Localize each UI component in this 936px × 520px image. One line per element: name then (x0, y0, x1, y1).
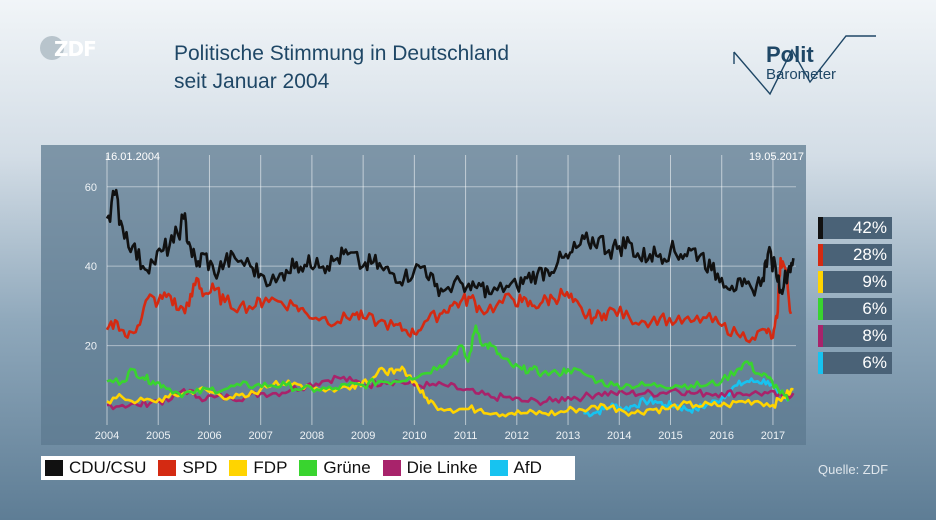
current-value-label: 8% (862, 326, 887, 345)
current-value-label: 9% (862, 272, 887, 291)
zdf-logo: ZDF (40, 36, 102, 61)
legend-item-spd: SPD (158, 458, 217, 478)
title-line-2: seit Januar 2004 (174, 70, 330, 93)
current-value-swatch (818, 352, 823, 374)
series-line-cdu-csu (105, 188, 795, 299)
source-note: Quelle: ZDF (818, 462, 889, 477)
date-start: 16.01.2004 (105, 151, 160, 163)
x-tick-label-2013: 2013 (556, 430, 580, 442)
current-value-spd: 28% (818, 244, 892, 266)
x-tick-label-2010: 2010 (402, 430, 426, 442)
x-tick-label-2005: 2005 (146, 430, 170, 442)
legend-item-die-linke: Die Linke (382, 458, 478, 478)
legend-swatch (299, 460, 318, 476)
current-value-swatch (818, 298, 823, 320)
legend-label: FDP (253, 458, 288, 477)
brand-polit: Polit (766, 42, 814, 67)
legend-swatch (489, 460, 508, 476)
series-line-spd (105, 256, 793, 344)
current-value-fdp: 9% (818, 271, 892, 293)
y-tick-label-60: 60 (85, 182, 97, 194)
current-value-cdu-csu: 42% (818, 217, 892, 239)
legend-swatch (382, 460, 401, 476)
legend-label: CDU/CSU (69, 458, 147, 477)
legend-item-cdu-csu: CDU/CSU (45, 458, 146, 478)
series-line-fdp (106, 365, 794, 418)
legend-label: Grüne (323, 458, 371, 477)
x-tick-label-2009: 2009 (351, 430, 375, 442)
legend-item-afd: AfD (489, 458, 542, 478)
politbarometer-logo: Polit Barometer (730, 30, 880, 100)
current-value-afd: 6% (818, 352, 892, 374)
page-title: Politische Stimmung in Deutschland seit … (174, 40, 509, 96)
zdf-logo-text: ZDF (54, 37, 97, 61)
legend-swatch (45, 460, 63, 476)
current-value-swatch (818, 271, 823, 293)
politbarometer-zigzag-icon (733, 35, 876, 96)
current-value-die-linke: 8% (818, 325, 892, 347)
legend-swatch (158, 460, 177, 476)
legend-label: Die Linke (406, 458, 478, 477)
x-tick-label-2004: 2004 (95, 430, 119, 442)
x-tick-label-2015: 2015 (658, 430, 682, 442)
x-tick-label-2016: 2016 (709, 430, 733, 442)
current-value-swatch (818, 325, 823, 347)
x-tick-label-2012: 2012 (505, 430, 529, 442)
series-line-grüne (106, 324, 790, 402)
y-tick-label-20: 20 (85, 341, 97, 353)
legend-item-grüne: Grüne (299, 458, 371, 478)
x-tick-label-2014: 2014 (607, 430, 631, 442)
current-value-label: 6% (862, 299, 887, 318)
x-tick-label-2011: 2011 (454, 430, 478, 442)
x-tick-label-2017: 2017 (761, 430, 785, 442)
y-tick-label-40: 40 (85, 261, 97, 273)
line-chart: 2004 2005 2006 2007 2008 2009 2010 2011 2012 2013… (85, 151, 804, 442)
current-value-grüne: 6% (818, 298, 892, 320)
current-value-label: 6% (862, 353, 887, 372)
x-tick-label-2007: 2007 (248, 430, 272, 442)
current-value-label: 28% (852, 245, 887, 264)
date-end: 19.05.2017 (749, 151, 804, 163)
legend-swatch (229, 460, 248, 476)
zdf-logo-circle (40, 36, 64, 60)
legend-label: AfD (513, 458, 542, 477)
x-tick-label-2006: 2006 (197, 430, 221, 442)
brand-barometer: Barometer (766, 66, 837, 83)
current-value-swatch (818, 217, 823, 239)
current-value-swatch (818, 244, 823, 266)
series-line-afd (583, 377, 790, 418)
x-tick-label-2008: 2008 (300, 430, 324, 442)
title-line-1: Politische Stimmung in Deutschland (174, 42, 509, 65)
legend: CDU/CSU SPD FDP Grüne Die Linke AfD (41, 456, 575, 480)
legend-item-fdp: FDP (229, 458, 287, 478)
current-value-label: 42% (852, 218, 887, 237)
legend-label: SPD (182, 458, 218, 477)
